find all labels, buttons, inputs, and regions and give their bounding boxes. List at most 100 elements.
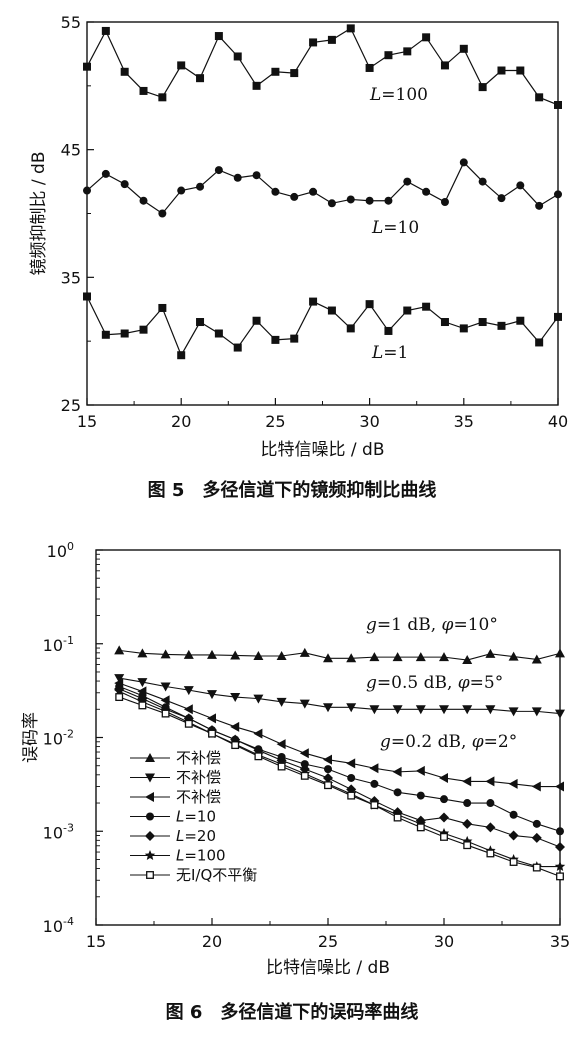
data-point: [323, 653, 333, 663]
data-point: [416, 791, 425, 800]
figure-6-caption: 图 6 多径信道下的误码率曲线: [166, 1001, 419, 1023]
y-axis-label: 镜频抑制比 / dB: [29, 152, 49, 276]
plot-area: 15 20 25 30 35 100 10-1 10-2 10-3 10-4 比特信噪比 / dB 误…: [21, 540, 570, 978]
data-point: [416, 823, 425, 832]
data-point: [177, 351, 186, 360]
data-point: [392, 766, 402, 777]
data-point: [440, 198, 449, 207]
series-line: [86, 161, 559, 215]
data-point: [497, 194, 506, 203]
data-point: [183, 649, 194, 659]
data-point: [253, 651, 264, 661]
data-point: [478, 83, 487, 92]
data-point: [346, 653, 357, 663]
curve-annotation: g=0.2 dB, φ=2°: [380, 732, 517, 752]
data-point: [535, 201, 544, 210]
data-point: [497, 66, 506, 75]
y-tick-label: 10-2: [43, 728, 74, 749]
data-point: [365, 300, 374, 309]
data-point: [459, 324, 468, 333]
legend-label: 不补偿: [176, 788, 221, 806]
data-point: [422, 302, 431, 311]
data-point: [463, 841, 472, 850]
data-point: [183, 704, 193, 715]
y-tick-label: 10-1: [43, 634, 74, 655]
data-point: [459, 158, 468, 167]
data-point: [365, 196, 374, 205]
data-point: [393, 788, 402, 797]
data-point: [554, 861, 566, 872]
data-point: [422, 33, 431, 42]
x-axis-label: 比特信噪比 / dB: [266, 958, 390, 978]
data-point: [327, 306, 336, 315]
y-axis-label: 误码率: [21, 712, 41, 763]
data-point: [196, 74, 205, 83]
data-point: [214, 329, 223, 338]
series-line: [119, 649, 561, 661]
data-point: [101, 330, 110, 339]
series-1: [114, 645, 565, 665]
legend-marker: [145, 831, 155, 841]
data-point: [531, 654, 542, 664]
data-point: [485, 776, 495, 787]
legend-label: 不补偿: [176, 749, 221, 767]
x-tick-label: 30: [359, 412, 379, 431]
data-point: [253, 728, 263, 739]
data-point: [271, 335, 280, 344]
data-point: [300, 771, 309, 780]
data-point: [233, 343, 242, 352]
series-2: [83, 158, 562, 218]
legend-marker: [145, 753, 155, 762]
series-line: [119, 677, 561, 715]
data-point: [462, 655, 473, 665]
x-axis-label: 比特信噪比 / dB: [261, 440, 385, 460]
data-point: [233, 52, 242, 61]
data-point: [392, 652, 403, 662]
data-point: [556, 872, 564, 881]
data-point: [230, 650, 241, 660]
data-point: [208, 729, 216, 738]
data-point: [196, 182, 205, 191]
series-label: L=10: [371, 218, 419, 238]
data-point: [369, 763, 379, 774]
data-point: [230, 721, 240, 732]
data-point: [138, 701, 147, 710]
data-point: [555, 648, 565, 658]
data-point: [183, 686, 194, 696]
legend-entry: 不补偿: [130, 749, 221, 767]
data-point: [323, 772, 333, 783]
series-2: [114, 674, 565, 719]
data-point: [158, 303, 167, 312]
data-point: [324, 765, 332, 774]
x-tick-label: 40: [548, 412, 568, 431]
series-3: [114, 678, 564, 792]
data-point: [508, 778, 518, 789]
data-point: [346, 758, 356, 769]
data-point: [323, 703, 333, 713]
data-point: [276, 739, 286, 750]
legend-marker: [145, 792, 154, 802]
data-point: [230, 693, 241, 703]
data-point: [554, 312, 562, 321]
data-point: [403, 306, 412, 315]
data-point: [347, 773, 356, 782]
data-point: [290, 69, 299, 78]
data-point: [160, 682, 171, 692]
data-point: [422, 187, 431, 196]
data-point: [137, 648, 148, 658]
data-point: [253, 694, 264, 704]
legend-label: L=20: [176, 827, 216, 845]
data-point: [555, 841, 565, 852]
data-point: [139, 196, 148, 205]
data-point: [485, 705, 496, 715]
data-point: [290, 192, 299, 201]
data-point: [516, 66, 525, 75]
x-tick-label: 25: [265, 412, 285, 431]
series-line: [86, 296, 559, 357]
legend-marker: [145, 773, 155, 783]
data-point: [509, 858, 518, 866]
data-point: [554, 190, 562, 199]
curve-annotation: g=0.5 dB, φ=5°: [366, 673, 503, 693]
data-point: [83, 186, 91, 195]
